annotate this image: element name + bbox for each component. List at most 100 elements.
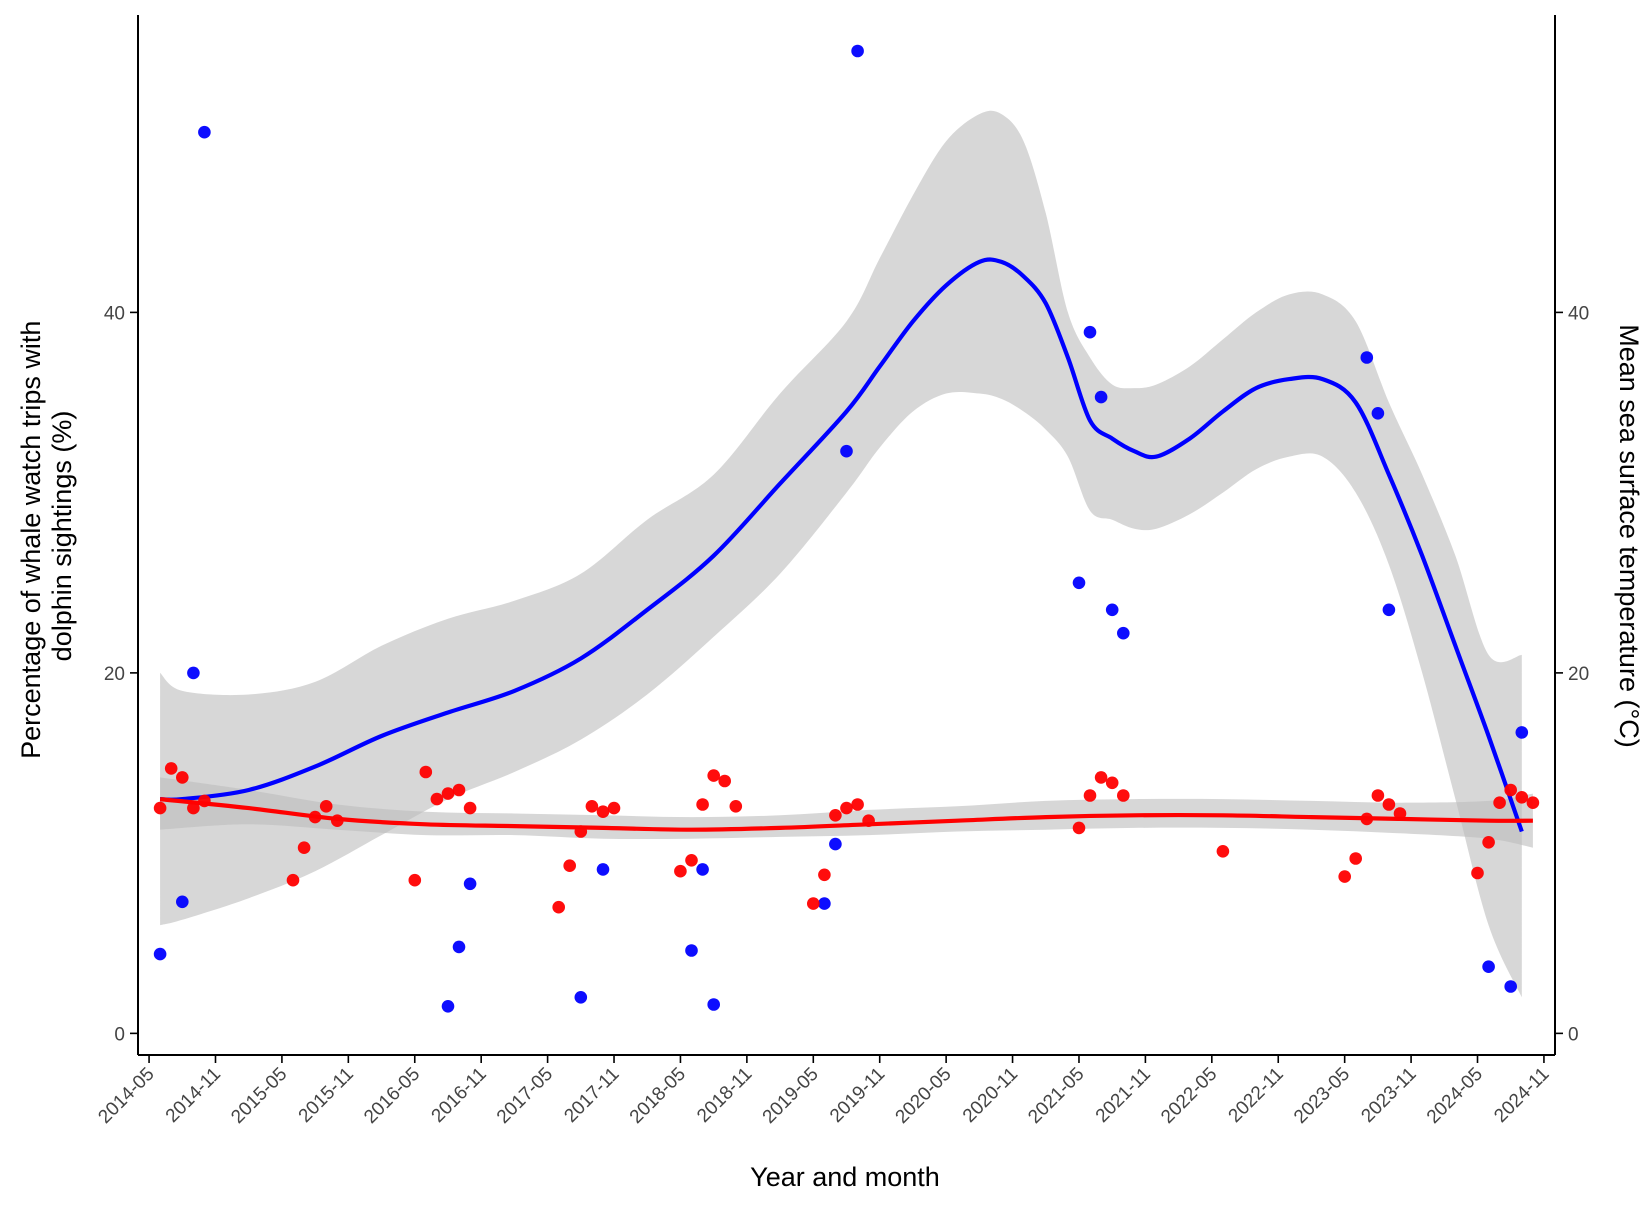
- sst-point: [463, 801, 477, 815]
- sst-point: [1504, 783, 1517, 797]
- dolphin-point: [596, 863, 610, 876]
- x-tick-label: 2021-11: [1092, 1064, 1155, 1127]
- x-tick-label: 2017-05: [493, 1064, 557, 1128]
- x-tick-label: 2014-05: [94, 1064, 158, 1128]
- sst-point: [674, 864, 687, 878]
- x-tick-label: 2018-11: [693, 1064, 756, 1127]
- x-tick-label: 2020-05: [892, 1064, 956, 1128]
- sst-point: [164, 762, 178, 775]
- sst-point: [818, 868, 831, 882]
- dolphin-point: [1360, 351, 1374, 364]
- y-left-tick-label: 20: [104, 664, 125, 685]
- sst-point: [1105, 776, 1119, 790]
- sst-point: [1216, 845, 1230, 858]
- sst-point: [419, 765, 433, 779]
- dolphin-confidence-band: [160, 110, 1522, 998]
- y-right-tick-label: 40: [1568, 303, 1589, 324]
- sst-point: [441, 787, 455, 800]
- x-tick-label: 2023-11: [1357, 1064, 1420, 1127]
- sst-point: [1360, 812, 1374, 826]
- x-tick-label: 2017-11: [560, 1064, 623, 1127]
- x-tick-label: 2019-11: [826, 1064, 889, 1127]
- sst-point: [685, 854, 698, 867]
- dolphin-point: [1083, 325, 1097, 339]
- x-axis-title: Year and month: [750, 1162, 940, 1192]
- x-tick-label: 2014-11: [162, 1064, 225, 1127]
- dolphin-point: [1072, 576, 1086, 590]
- sst-point: [563, 859, 576, 872]
- sst-point: [862, 814, 875, 827]
- sst-point: [331, 814, 344, 827]
- sst-point: [153, 801, 167, 815]
- sst-point: [1072, 821, 1086, 835]
- sst-point: [1338, 870, 1351, 883]
- dolphin-point: [818, 897, 831, 910]
- dolphin-point: [1094, 390, 1108, 404]
- sst-point: [297, 841, 311, 854]
- dolphin-point: [707, 998, 720, 1011]
- sst-point: [430, 792, 444, 806]
- sst-point: [1349, 852, 1362, 865]
- x-tick-label: 2019-05: [759, 1064, 823, 1128]
- dolphin-point: [153, 947, 167, 961]
- sst-point: [187, 801, 200, 815]
- sst-point: [408, 873, 422, 887]
- x-tick-label: 2018-05: [626, 1064, 690, 1128]
- dolphin-point: [1117, 626, 1130, 640]
- sst-point: [1094, 771, 1108, 784]
- sst-point: [198, 794, 211, 808]
- sst-point: [1382, 798, 1396, 811]
- dolphin-point: [441, 1000, 455, 1013]
- dolphin-point: [840, 444, 853, 458]
- sst-point: [807, 897, 820, 910]
- sst-point: [452, 783, 466, 797]
- y-right-tick-label: 0: [1568, 1024, 1579, 1045]
- sst-point: [840, 801, 853, 815]
- y-left-tick-label: 40: [104, 303, 125, 324]
- y-right-tick-label: 20: [1568, 664, 1589, 685]
- sst-point: [319, 800, 333, 813]
- sst-point: [552, 900, 565, 914]
- x-tick-label: 2024-11: [1490, 1064, 1553, 1127]
- sst-point: [718, 774, 731, 788]
- sst-point: [286, 873, 300, 887]
- dolphin-point: [696, 863, 709, 876]
- dolphin-point: [463, 877, 477, 891]
- dolphin-point: [1515, 726, 1529, 739]
- sst-point: [707, 769, 720, 782]
- sst-point: [1515, 791, 1529, 804]
- sst-point: [1471, 866, 1484, 880]
- sst-point: [1371, 789, 1385, 802]
- x-tick-label: 2016-11: [428, 1064, 491, 1127]
- sst-point: [596, 805, 610, 818]
- x-tick-label: 2021-05: [1024, 1064, 1088, 1128]
- x-tick-label: 2022-05: [1157, 1064, 1221, 1128]
- confidence-ribbons: [160, 110, 1533, 998]
- sst-point: [1493, 796, 1506, 809]
- dolphin-point: [829, 837, 842, 851]
- dolphin-point: [176, 895, 189, 909]
- x-tick-label: 2023-05: [1290, 1064, 1354, 1128]
- y-axis-left-title-line-1: Percentage of whale watch trips with: [16, 321, 46, 759]
- y-axis-left-title: Percentage of whale watch trips with dol…: [16, 313, 77, 759]
- x-tick-label: 2020-11: [959, 1064, 1022, 1127]
- x-tick-label: 2015-11: [295, 1064, 358, 1127]
- x-tick-label: 2024-05: [1423, 1064, 1487, 1128]
- sst-point: [829, 809, 842, 822]
- dolphin-point: [1371, 407, 1385, 420]
- sst-point: [1526, 796, 1540, 809]
- dolphin-point: [851, 44, 864, 58]
- sst-point: [574, 825, 588, 838]
- sst-point: [696, 798, 709, 811]
- x-tick-label: 2022-11: [1225, 1064, 1288, 1127]
- y-axis-left-title-line-2: dolphin sightings (%): [47, 411, 77, 662]
- y-left-tick-label: 0: [114, 1024, 125, 1045]
- dolphin-point: [1105, 603, 1119, 617]
- sst-point: [1117, 789, 1130, 802]
- sst-point: [1482, 836, 1495, 849]
- y-axis-right-title: Mean sea surface temperature (°C): [1614, 324, 1644, 747]
- sst-point: [851, 798, 864, 811]
- sst-point: [607, 801, 621, 815]
- sst-point: [1083, 789, 1097, 802]
